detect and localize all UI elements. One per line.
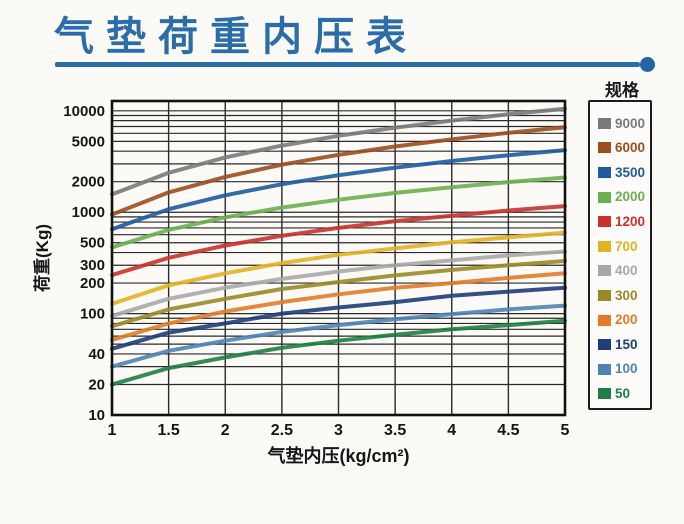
legend-item: 9000	[598, 111, 650, 136]
legend-swatch	[598, 117, 611, 129]
y-tick-label: 500	[80, 235, 105, 252]
legend-item: 300	[598, 283, 650, 308]
legend-label: 100	[615, 361, 638, 377]
y-tick-label: 2000	[72, 174, 105, 191]
x-tick-label: 4.5	[497, 422, 519, 439]
title-underline-end-dot	[640, 57, 655, 72]
legend-swatch	[598, 363, 611, 375]
y-tick-label: 5000	[72, 133, 105, 150]
legend-item: 3500	[598, 160, 650, 185]
legend-label: 200	[615, 312, 638, 328]
legend-swatch	[598, 191, 611, 203]
legend-swatch	[598, 314, 611, 326]
series-curve-100	[110, 303, 567, 369]
x-tick-label: 1	[108, 422, 117, 439]
y-tick-label: 20	[88, 376, 105, 393]
y-tick-label: 40	[88, 346, 105, 363]
chart-legend: 9000 6000 3500 2000 1200 700 400 300 200 150 100 50	[588, 100, 652, 410]
y-tick-label: 1000	[72, 204, 105, 221]
legend-item: 200	[598, 308, 650, 333]
legend-swatch	[598, 265, 611, 277]
legend-item: 400	[598, 259, 650, 284]
legend-label: 2000	[615, 189, 646, 205]
legend-item: 150	[598, 332, 650, 357]
series-curve-6000	[110, 125, 567, 217]
y-tick-label: 300	[80, 257, 105, 274]
series-curve-300	[110, 259, 567, 329]
legend-label: 400	[615, 263, 638, 279]
chart-plot-frame	[110, 99, 567, 417]
legend-item: 2000	[598, 185, 650, 210]
x-tick-label: 5	[561, 422, 570, 439]
series-curve-700	[110, 230, 567, 306]
legend-label: 6000	[615, 140, 646, 156]
y-tick-label: 200	[80, 275, 105, 292]
legend-item: 100	[598, 357, 650, 382]
x-tick-label: 3	[334, 422, 343, 439]
series-curve-50	[110, 318, 567, 387]
series-curve-1200	[110, 204, 567, 278]
legend-label: 150	[615, 336, 638, 352]
legend-item: 6000	[598, 136, 650, 161]
y-tick-label: 10000	[63, 103, 105, 120]
legend-swatch	[598, 216, 611, 228]
x-tick-label: 3.5	[384, 422, 406, 439]
series-curve-9000	[110, 106, 567, 197]
series-curve-3500	[110, 148, 567, 232]
legend-item: 50	[598, 382, 650, 407]
page-title: 气垫荷重内压表	[54, 15, 418, 59]
x-tick-label: 1.5	[158, 422, 180, 439]
y-axis-title: 荷重(Kg)	[32, 224, 52, 292]
legend-swatch	[598, 240, 611, 252]
legend-label: 9000	[615, 115, 646, 131]
x-axis-title: 气垫内压(kg/cm²)	[266, 445, 409, 466]
legend-label: 300	[615, 287, 638, 303]
series-curve-150	[110, 285, 567, 351]
x-tick-label: 2.5	[271, 422, 293, 439]
legend-label: 1200	[615, 213, 646, 229]
y-tick-label: 100	[80, 306, 105, 323]
legend-swatch	[598, 289, 611, 301]
title-underline	[55, 62, 640, 67]
x-tick-label: 2	[221, 422, 230, 439]
legend-label: 50	[615, 386, 631, 402]
legend-swatch	[598, 339, 611, 351]
legend-label: 3500	[615, 164, 646, 180]
legend-item: 1200	[598, 209, 650, 234]
legend-label: 700	[615, 238, 638, 254]
x-tick-label: 4	[447, 422, 456, 439]
legend-swatch	[598, 166, 611, 178]
series-curve-400	[110, 249, 567, 318]
legend-swatch	[598, 142, 611, 154]
series-curve-2000	[110, 175, 567, 250]
legend-title: 规格	[605, 81, 639, 100]
y-tick-label: 10	[88, 407, 105, 424]
series-curve-200	[110, 271, 567, 342]
legend-swatch	[598, 388, 611, 400]
legend-item: 700	[598, 234, 650, 259]
